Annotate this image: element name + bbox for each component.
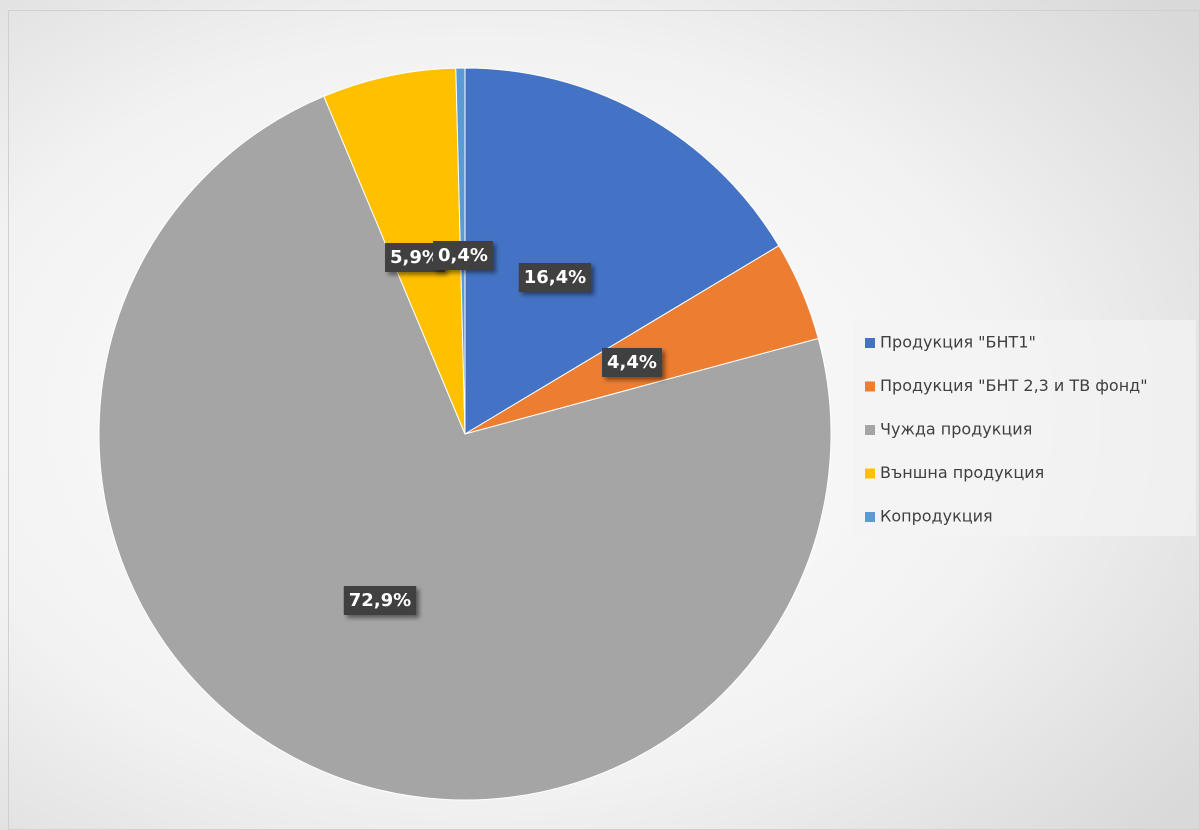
data-label: 4,4%	[607, 352, 657, 373]
pie-slice	[98, 95, 832, 801]
legend-label: Продукция "БНТ1"	[880, 333, 1036, 352]
legend-swatch	[865, 468, 875, 479]
legend-swatch	[865, 338, 875, 348]
legend-label: Външна продукция	[880, 463, 1044, 482]
data-label: 16,4%	[524, 267, 586, 288]
legend-box	[853, 320, 1196, 536]
legend-label: Чужда продукция	[880, 420, 1032, 439]
data-label: 5,9%	[390, 247, 440, 268]
legend-label: Продукция "БНТ 2,3 и ТВ фонд"	[880, 376, 1148, 395]
data-label: 72,9%	[349, 590, 411, 611]
data-label-box	[343, 586, 417, 615]
data-label-box	[602, 348, 662, 377]
legend-swatch	[865, 425, 875, 435]
pie-slice	[464, 67, 780, 435]
legend-swatch	[865, 512, 875, 522]
legend-swatch	[865, 381, 875, 392]
data-label: 0,4%	[438, 245, 488, 266]
data-label-box	[518, 263, 592, 292]
legend-label: Копродукция	[880, 507, 993, 526]
data-label-box	[433, 241, 493, 270]
